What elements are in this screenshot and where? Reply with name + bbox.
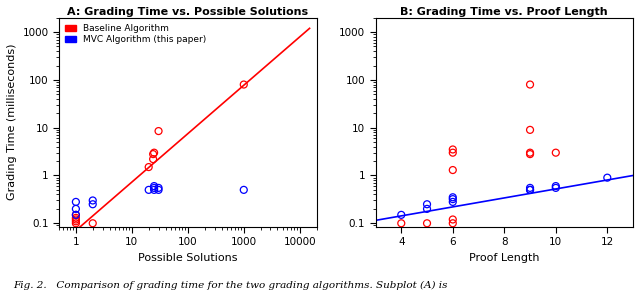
Point xyxy=(525,150,535,155)
Point xyxy=(88,221,98,226)
Title: B: Grading Time vs. Proof Length: B: Grading Time vs. Proof Length xyxy=(401,7,608,17)
Point xyxy=(148,157,158,161)
Point xyxy=(154,129,164,133)
Point xyxy=(422,202,432,207)
Y-axis label: Grading Time (milliseconds): Grading Time (milliseconds) xyxy=(7,44,17,200)
Point xyxy=(71,212,81,217)
Point xyxy=(447,195,458,200)
Point xyxy=(88,202,98,207)
Point xyxy=(154,188,164,192)
Point xyxy=(447,200,458,204)
Point xyxy=(71,219,81,224)
Point xyxy=(525,188,535,192)
Point xyxy=(148,152,158,156)
Text: Fig. 2.   Comparison of grading time for the two grading algorithms. Subplot (A): Fig. 2. Comparison of grading time for t… xyxy=(13,281,447,290)
Point xyxy=(447,221,458,226)
Point xyxy=(447,147,458,152)
Point xyxy=(550,184,561,188)
Point xyxy=(525,152,535,156)
Point xyxy=(149,188,159,192)
Point xyxy=(239,82,249,87)
Point xyxy=(525,82,535,87)
Point xyxy=(550,185,561,190)
Point xyxy=(71,200,81,204)
Point xyxy=(239,188,249,192)
Point xyxy=(71,207,81,211)
Point xyxy=(550,150,561,155)
Point xyxy=(422,221,432,226)
X-axis label: Proof Length: Proof Length xyxy=(469,253,540,263)
Point xyxy=(71,217,81,222)
Point xyxy=(396,221,406,226)
Point xyxy=(143,188,154,192)
Point xyxy=(149,184,159,188)
Point xyxy=(88,198,98,203)
Point xyxy=(525,127,535,132)
Point xyxy=(447,217,458,222)
Point xyxy=(396,212,406,217)
Point xyxy=(602,175,612,180)
Point xyxy=(149,150,159,155)
Point xyxy=(525,185,535,190)
Point xyxy=(143,165,154,169)
Point xyxy=(447,168,458,172)
Point xyxy=(154,185,164,190)
Point xyxy=(71,221,81,226)
Point xyxy=(447,197,458,202)
Point xyxy=(422,207,432,211)
Point xyxy=(447,150,458,155)
Legend: Baseline Algorithm, MVC Algorithm (this paper): Baseline Algorithm, MVC Algorithm (this … xyxy=(63,22,209,46)
Title: A: Grading Time vs. Possible Solutions: A: Grading Time vs. Possible Solutions xyxy=(67,7,308,17)
Point xyxy=(525,188,535,192)
Point xyxy=(149,185,159,190)
Point xyxy=(71,212,81,217)
Point xyxy=(71,215,81,220)
X-axis label: Possible Solutions: Possible Solutions xyxy=(138,253,237,263)
